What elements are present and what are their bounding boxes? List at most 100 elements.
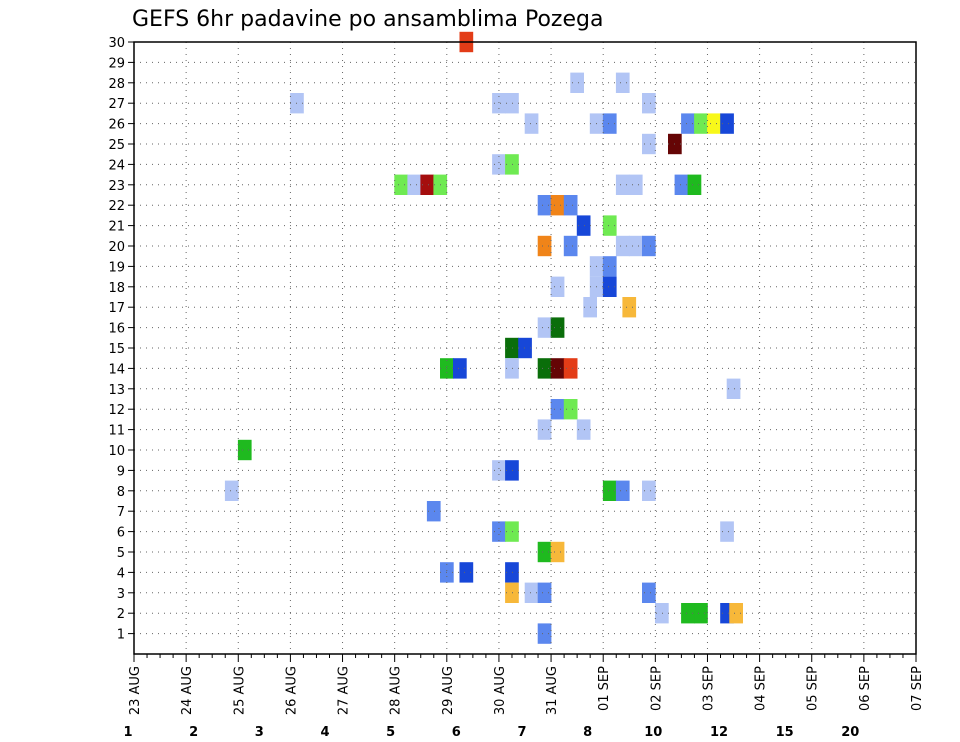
y-tick-label: 30 bbox=[108, 36, 125, 51]
ensemble-cell bbox=[681, 603, 695, 624]
y-tick-label: 29 bbox=[108, 56, 125, 71]
ensemble-cell bbox=[537, 195, 552, 216]
ensemble-cell bbox=[602, 480, 617, 501]
y-tick-label: 13 bbox=[108, 383, 125, 398]
y-tick-label: 25 bbox=[108, 138, 125, 153]
ensemble-cell bbox=[492, 460, 506, 481]
ensemble-cell bbox=[407, 174, 422, 195]
ensemble-cell bbox=[628, 235, 643, 257]
ensemble-cell bbox=[550, 399, 565, 420]
y-tick-label: 23 bbox=[108, 179, 125, 194]
legend-label: 5 bbox=[386, 725, 395, 740]
ensemble-cell bbox=[537, 541, 552, 563]
y-tick-label: 20 bbox=[108, 240, 125, 255]
y-tick-label: 27 bbox=[108, 97, 125, 112]
ensemble-cell bbox=[537, 582, 552, 603]
ensemble-cell bbox=[602, 256, 617, 277]
ensemble-cell bbox=[550, 317, 565, 338]
ensemble-cell bbox=[492, 154, 506, 175]
legend-label: 3 bbox=[255, 725, 264, 740]
legend-label: 1 bbox=[123, 725, 132, 740]
x-tick-label: 27 AUG bbox=[337, 666, 352, 715]
ensemble-cell bbox=[615, 174, 630, 195]
ensemble-cell bbox=[570, 72, 584, 93]
y-tick-label: 28 bbox=[108, 77, 125, 92]
x-tick-label: 06 SEP bbox=[858, 666, 873, 711]
x-tick-label: 03 SEP bbox=[701, 666, 716, 711]
ensemble-cell bbox=[681, 113, 695, 134]
ensemble-cell bbox=[505, 93, 519, 114]
ensemble-cell bbox=[576, 419, 591, 440]
ensemble-cell bbox=[642, 133, 656, 155]
ensemble-cell bbox=[224, 480, 239, 501]
ensemble-cell bbox=[505, 154, 519, 175]
ensemble-cell bbox=[426, 501, 441, 522]
ensemble-cells bbox=[224, 31, 743, 644]
ensemble-cell bbox=[694, 603, 708, 624]
y-tick-label: 5 bbox=[117, 546, 125, 561]
x-tick-label: 26 AUG bbox=[284, 666, 299, 715]
ensemble-cell bbox=[563, 399, 578, 420]
legend-label: 10 bbox=[644, 725, 662, 740]
ensemble-cell bbox=[420, 174, 435, 195]
y-tick-label: 2 bbox=[117, 607, 125, 622]
ensemble-cell bbox=[694, 113, 708, 134]
chart-title: GEFS 6hr padavine po ansamblima Pozega bbox=[132, 7, 603, 32]
ensemble-cell bbox=[518, 337, 532, 359]
y-axis: 1234567891011121314151617181920212223242… bbox=[108, 36, 134, 643]
y-tick-label: 7 bbox=[117, 505, 125, 520]
legend-label: 4 bbox=[320, 725, 329, 740]
ensemble-cell bbox=[707, 113, 721, 134]
ensemble-cell bbox=[720, 113, 734, 134]
ensemble-cell bbox=[537, 419, 552, 440]
ensemble-cell bbox=[720, 521, 734, 542]
y-tick-label: 6 bbox=[117, 526, 125, 541]
ensemble-cell bbox=[563, 358, 578, 379]
ensemble-cell bbox=[505, 521, 519, 542]
ensemble-cell bbox=[642, 93, 656, 114]
ensemble-cell bbox=[237, 439, 252, 461]
x-tick-label: 04 SEP bbox=[754, 666, 769, 711]
ensemble-cell bbox=[615, 480, 630, 501]
ensemble-cell bbox=[505, 582, 519, 603]
ensemble-cell bbox=[492, 93, 506, 114]
y-tick-label: 19 bbox=[108, 260, 125, 275]
y-tick-label: 10 bbox=[108, 444, 125, 459]
ensemble-cell bbox=[550, 195, 565, 216]
y-tick-label: 4 bbox=[117, 566, 125, 581]
y-tick-label: 9 bbox=[117, 464, 125, 479]
ensemble-cell bbox=[550, 276, 565, 297]
ensemble-cell bbox=[576, 215, 591, 236]
ensemble-cell bbox=[602, 276, 617, 297]
ensemble-cell bbox=[524, 582, 539, 603]
legend-label: 2 bbox=[189, 725, 198, 740]
x-tick-label: 01 SEP bbox=[597, 666, 612, 711]
ensemble-cell bbox=[674, 174, 689, 195]
legend-label: 6 bbox=[452, 725, 461, 740]
x-tick-label: 07 SEP bbox=[910, 666, 925, 711]
x-tick-label: 02 SEP bbox=[649, 666, 664, 711]
y-tick-label: 18 bbox=[108, 281, 125, 296]
x-tick-label: 30 AUG bbox=[493, 666, 508, 715]
y-tick-label: 11 bbox=[108, 424, 125, 439]
y-tick-label: 1 bbox=[117, 628, 125, 643]
y-tick-label: 12 bbox=[108, 403, 125, 418]
ensemble-cell bbox=[642, 480, 656, 501]
legend-label: 20 bbox=[841, 725, 859, 740]
ensemble-cell bbox=[726, 378, 741, 399]
ensemble-cell bbox=[615, 235, 630, 257]
y-tick-label: 22 bbox=[108, 199, 125, 214]
x-tick-label: 31 AUG bbox=[545, 666, 560, 715]
ensemble-cell bbox=[537, 358, 552, 379]
ensemble-cell bbox=[524, 113, 539, 134]
ensemble-cell bbox=[459, 562, 474, 583]
ensemble-cell bbox=[642, 582, 656, 603]
y-tick-label: 15 bbox=[108, 342, 125, 357]
ensemble-cell bbox=[615, 72, 630, 93]
ensemble-cell bbox=[505, 337, 519, 359]
x-axis: 23 AUG 24 AUG 25 AUG 26 AUG 27 AUG 28 AUG 29 A… bbox=[128, 654, 925, 715]
ensemble-cell bbox=[563, 195, 578, 216]
ensemble-cell bbox=[729, 603, 743, 624]
ensemble-cell bbox=[628, 174, 643, 195]
